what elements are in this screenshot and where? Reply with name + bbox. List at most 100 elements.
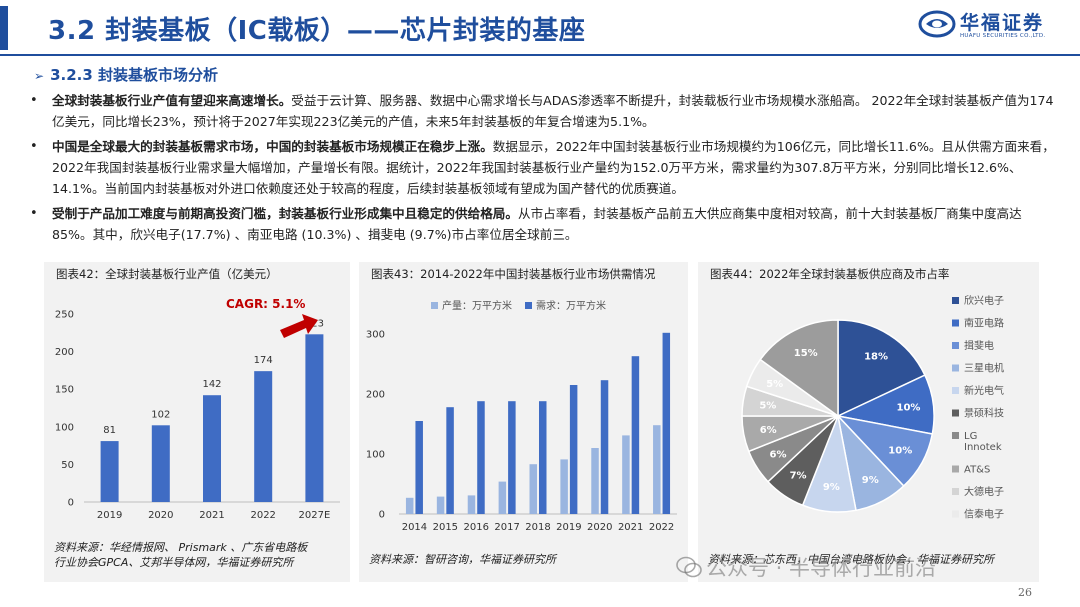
pie-data-label: 18%	[864, 352, 888, 363]
pie-slice	[837, 319, 926, 418]
legend-label: Innotek	[964, 442, 1002, 453]
y-tick-label: 200	[55, 347, 74, 358]
figure-43-title: 图表43：2014-2022年中国封装基板行业市场供需情况	[371, 267, 656, 281]
data-label: 81	[103, 425, 116, 436]
bar	[539, 401, 547, 514]
y-tick-label: 200	[366, 390, 385, 401]
bar	[415, 421, 423, 514]
bullet-text: 受益于云计算、服务器、数据中心需求增长与ADAS渗透率不断提升，封装载板行业市场…	[52, 93, 1054, 129]
legend-swatch	[952, 510, 959, 518]
company-logo: 华福证券 HUAFU SECURITIES CO.,LTD.	[918, 6, 1068, 46]
bar	[622, 435, 630, 514]
legend-label: 大德电子	[964, 485, 1004, 498]
x-tick-label: 2021	[618, 522, 643, 533]
bullet-lead: 全球封装基板行业产值有望迎来高速增长。	[52, 93, 292, 108]
pie-data-label: 10%	[897, 403, 921, 414]
legend-label: LG	[964, 431, 977, 442]
bullet-lead: 受制于产品加工难度与前期高投资门槛，封装基板行业形成集中且稳定的供给格局。	[52, 206, 518, 221]
figure-43-panel: 图表43：2014-2022年中国封装基板行业市场供需情况 0 100 200 300…	[359, 262, 688, 582]
wechat-icon	[676, 556, 702, 578]
x-tick-label: 2027E	[299, 510, 331, 521]
title-accent-bar	[0, 6, 8, 50]
legend-label: 南亚电路	[964, 317, 1004, 330]
bar	[662, 332, 671, 514]
bar	[436, 496, 445, 514]
y-tick-label: 100	[55, 422, 74, 433]
figure-43-bar-chart: 0 100 200 300 产量：万平方米 需求：万平方米 2014 2015 2016 2017…	[366, 299, 677, 533]
legend-swatch	[952, 432, 959, 439]
figure-44-title: 图表44：2022年全球封装基板供应商及市占率	[710, 267, 950, 281]
bullet-list: • 全球封装基板行业产值有望迎来高速增长。受益于云计算、服务器、数据中心需求增长…	[30, 90, 1060, 249]
bar	[508, 401, 516, 514]
bar	[254, 371, 273, 502]
y-tick-label: 0	[68, 498, 74, 509]
section-title: 3.2.3 封装基板市场分析	[50, 66, 218, 84]
x-tick-label: 2014	[402, 522, 427, 533]
bar	[151, 425, 170, 502]
bullet-text: 从市占率看，封装基板产品前五大供应商集中度相对较高，前十大封装基板厂商集中度高达…	[52, 206, 1022, 242]
figure-44-panel: 图表44：2022年全球封装基板供应商及市占率 18% 10% 10% 9% 9% 7% 6…	[698, 262, 1039, 582]
title-bar: 3.2 封装基板（IC载板）——芯片封装的基座	[0, 0, 1080, 60]
legend-label: 景硕科技	[964, 407, 1004, 420]
title-rule	[0, 54, 1080, 56]
legend-swatch	[431, 302, 438, 309]
legend-label: 揖斐电	[964, 339, 994, 352]
figure-42-source-line-2: 行业协会GPCA、艾邦半导体网，华福证券研究所	[54, 556, 294, 569]
y-tick-label: 250	[55, 310, 74, 321]
bar	[560, 459, 568, 514]
x-tick-label: 2015	[433, 522, 458, 533]
legend-label: 需求：万平方米	[536, 299, 606, 312]
logo-swirl-icon	[918, 10, 956, 38]
bar	[653, 425, 661, 514]
figure-42-bar-chart: 0 50 100 150 200 250 81 2019 102 2020 142 2021 174 20…	[55, 310, 340, 521]
figure-42-source: 资料来源：华经情报网、 Prismark 、广东省电路板 行业协会GPCA、艾邦…	[54, 540, 307, 570]
legend-swatch	[952, 364, 959, 372]
y-tick-label: 50	[61, 460, 74, 471]
bullet-lead: 中国是全球最大的封装基板需求市场，中国的封装基板市场规模正在稳步上涨。	[52, 139, 493, 154]
x-tick-label: 2019	[556, 522, 581, 533]
x-tick-label: 2018	[525, 522, 550, 533]
bar	[467, 495, 476, 514]
legend-swatch	[952, 465, 959, 473]
cagr-arrow-icon	[280, 314, 318, 338]
figure-42-title: 图表42：全球封装基板行业产值（亿美元）	[56, 267, 278, 281]
bar	[498, 481, 507, 514]
pie-data-label: 5%	[766, 379, 783, 390]
bullet-dot-icon: •	[30, 206, 38, 221]
legend-swatch	[952, 409, 959, 417]
pie-data-label: 5%	[759, 400, 776, 411]
pie-data-label: 6%	[770, 450, 787, 461]
x-tick-label: 2020	[148, 510, 173, 521]
pie-data-label: 10%	[888, 446, 912, 457]
cagr-label: CAGR: 5.1%	[226, 297, 306, 311]
page-number: 26	[1018, 586, 1032, 599]
pie-data-label: 15%	[794, 348, 818, 359]
x-tick-label: 2022	[649, 522, 674, 533]
legend-swatch	[525, 302, 532, 309]
bar	[569, 385, 578, 514]
figure-43-source: 资料来源：智研咨询，华福证券研究所	[369, 553, 556, 566]
legend-label: 新光电气	[964, 384, 1004, 397]
bullet-dot-icon: •	[30, 139, 38, 154]
y-tick-label: 100	[366, 450, 385, 461]
bar	[203, 395, 221, 502]
page-title: 3.2 封装基板（IC载板）——芯片封装的基座	[48, 16, 586, 46]
x-tick-label: 2017	[494, 522, 519, 533]
pie-data-label: 7%	[790, 470, 807, 481]
x-tick-label: 2016	[463, 522, 488, 533]
watermark-text: 公众号 · 半导体行业前沿	[706, 556, 937, 580]
bar	[305, 334, 324, 502]
pie-data-label: 9%	[823, 482, 840, 493]
bullet-item-2: • 中国是全球最大的封装基板需求市场，中国的封装基板市场规模正在稳步上涨。数据显…	[30, 136, 1060, 199]
bullet-item-1: • 全球封装基板行业产值有望迎来高速增长。受益于云计算、服务器、数据中心需求增长…	[30, 90, 1060, 132]
data-label: 102	[151, 409, 170, 420]
bullet-dot-icon: •	[30, 93, 38, 108]
legend-swatch	[952, 319, 959, 327]
pie-data-label: 9%	[862, 475, 879, 486]
x-tick-label: 2021	[199, 510, 224, 521]
logo-name-en: HUAFU SECURITIES CO.,LTD.	[960, 33, 1046, 39]
legend-label: AT&S	[964, 465, 990, 476]
figure-42-source-line-1: 资料来源：华经情报网、 Prismark 、广东省电路板	[54, 541, 308, 554]
bar	[631, 356, 640, 514]
legend-label: 产量：万平方米	[442, 299, 512, 312]
